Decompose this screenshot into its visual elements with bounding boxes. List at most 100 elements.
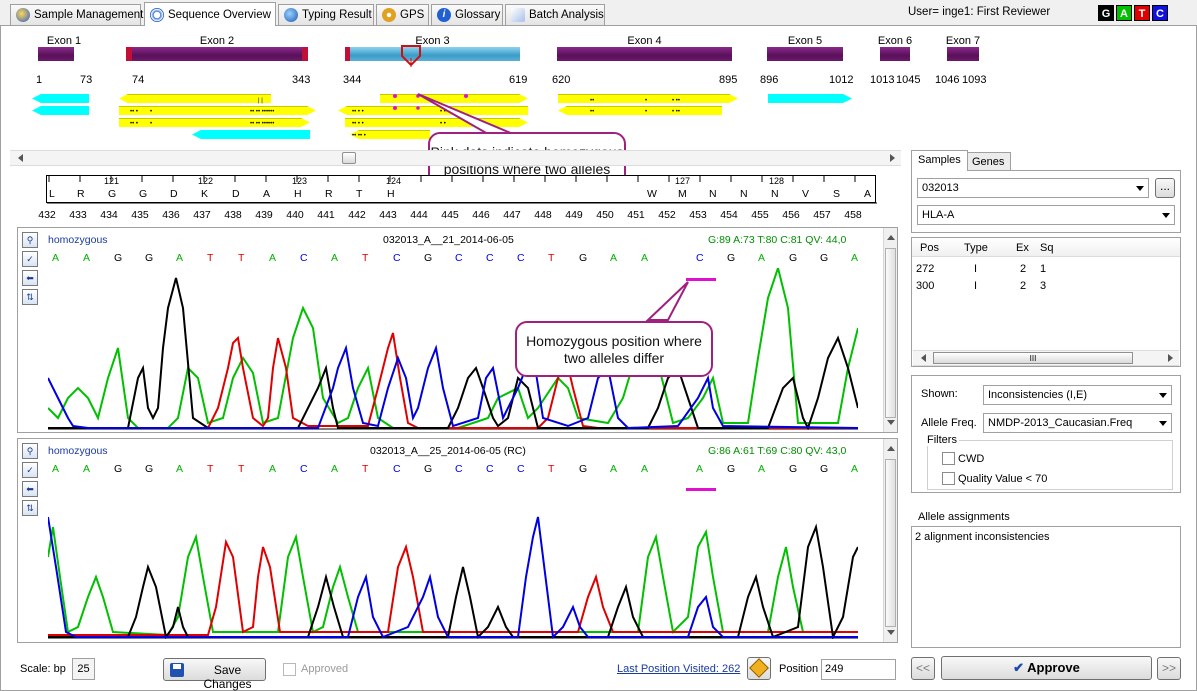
read[interactable] [380, 94, 528, 103]
position-number: 449 [565, 209, 583, 221]
scroll-thumb[interactable] [885, 459, 896, 627]
swap-icon[interactable]: ⇅ [22, 289, 38, 305]
scroll-up-icon[interactable] [887, 442, 895, 451]
exon-bar[interactable] [126, 47, 308, 61]
read[interactable] [350, 130, 430, 139]
tab-label: GPS [400, 9, 425, 21]
tab-samples[interactable]: Samples [911, 150, 968, 171]
col-ex[interactable]: Ex [1016, 242, 1029, 254]
base-call: G [424, 252, 433, 264]
back-arrow-icon[interactable]: ⬅ [22, 270, 38, 286]
allele-freq-select[interactable]: NMDP-2013_Caucasian.Freq [983, 413, 1172, 433]
swap-icon[interactable]: ⇅ [22, 500, 38, 516]
allele-freq-value: NMDP-2013_Caucasian.Freq [988, 417, 1133, 429]
goto-position-button[interactable] [747, 657, 771, 680]
read[interactable] [558, 94, 738, 103]
exon-bar-selected[interactable] [345, 47, 520, 61]
scroll-left-icon[interactable] [14, 154, 23, 162]
scroll-right-icon[interactable] [890, 154, 899, 162]
scroll-thumb[interactable] [342, 152, 356, 164]
tab-batch-analysis[interactable]: Batch Analysis [505, 4, 605, 25]
position-number: 456 [782, 209, 800, 221]
browse-button[interactable]: ... [1155, 178, 1175, 198]
sample-select[interactable]: 032013 [917, 178, 1149, 198]
cwd-checkbox[interactable] [942, 452, 955, 465]
position-number: 432 [38, 209, 56, 221]
scroll-right-icon[interactable] [1168, 354, 1177, 362]
check-icon[interactable]: ✓ [22, 462, 38, 478]
allele-assignments-box[interactable]: 2 alignment inconsistencies [911, 526, 1181, 648]
base-call: T [238, 463, 245, 475]
read[interactable] [119, 118, 310, 127]
approve-button[interactable]: ✔ Approve [941, 656, 1152, 680]
exon-bar[interactable] [947, 47, 979, 61]
batch-icon [511, 8, 525, 22]
table-hscroll[interactable]: III [913, 350, 1179, 366]
save-changes-button[interactable]: Save Changes [163, 658, 266, 691]
trace-vscroll[interactable] [883, 439, 897, 642]
read[interactable] [338, 106, 528, 115]
exon-bar[interactable] [557, 47, 732, 61]
tab-genes[interactable]: Genes [965, 152, 1012, 171]
read[interactable] [32, 106, 89, 115]
table-row[interactable]: 272 I 2 1 [912, 263, 1180, 278]
approved-checkbox[interactable] [283, 663, 296, 676]
svg-text:••: •• [590, 109, 594, 115]
gene-select[interactable]: HLA-A [917, 205, 1175, 225]
col-pos[interactable]: Pos [920, 242, 939, 254]
trace-panel-2[interactable]: ⚲ ✓ ⬅ ⇅ homozygous 032013_A__25_2014-06-… [17, 438, 898, 643]
scroll-up-icon[interactable] [887, 231, 895, 240]
assignments-text: 2 alignment inconsistencies [915, 531, 1050, 543]
exon-bar[interactable] [38, 47, 74, 61]
read[interactable] [192, 130, 310, 139]
col-type[interactable]: Type [964, 242, 988, 254]
position-input[interactable]: 249 [821, 659, 896, 680]
read[interactable] [558, 106, 722, 115]
scale-input[interactable]: 25 [72, 658, 95, 680]
read[interactable] [119, 94, 271, 103]
tab-sequence-overview[interactable]: Sequence Overview [144, 2, 276, 26]
scroll-down-icon[interactable] [887, 630, 895, 639]
exon-end: 619 [509, 74, 528, 86]
back-arrow-icon[interactable]: ⬅ [22, 481, 38, 497]
base-t: T [1134, 5, 1150, 21]
tab-typing-result[interactable]: Typing Result [278, 4, 374, 25]
read[interactable] [32, 94, 89, 103]
amino-acid: W [647, 188, 657, 200]
tab-gps[interactable]: GPS [376, 4, 429, 25]
scroll-down-icon[interactable] [887, 420, 895, 429]
col-sq[interactable]: Sq [1040, 242, 1054, 254]
base-call: G [579, 252, 588, 264]
base-call: C [517, 463, 525, 475]
read[interactable] [768, 94, 852, 103]
exon-bar[interactable] [767, 47, 843, 61]
overview-scrollbar[interactable] [10, 150, 901, 166]
shown-select[interactable]: Inconsistencies (I,E) [983, 385, 1172, 405]
scroll-left-icon[interactable] [917, 354, 926, 362]
amino-acid: G [108, 188, 117, 200]
last-position-link[interactable]: Last Position Visited: 262 [617, 663, 741, 675]
position-label: Position [779, 663, 819, 675]
scroll-thumb[interactable]: III [933, 352, 1133, 364]
quality-checkbox[interactable] [942, 472, 955, 485]
base-call: A [758, 252, 766, 264]
cell: 1 [1040, 263, 1047, 275]
zoom-icon[interactable]: ⚲ [22, 443, 38, 459]
check-icon[interactable]: ✓ [22, 251, 38, 267]
tab-glossary[interactable]: i Glossary [431, 4, 503, 25]
read[interactable] [119, 106, 316, 115]
zoom-icon[interactable]: ⚲ [22, 232, 38, 248]
trace-vscroll[interactable] [883, 228, 897, 432]
position-marker-icon[interactable] [400, 44, 422, 68]
tab-sample-management[interactable]: Sample Management [10, 4, 143, 25]
exon-end: 895 [719, 74, 738, 86]
next-button[interactable]: >> [1157, 657, 1181, 680]
goto-diamond-icon [749, 658, 769, 678]
prev-button[interactable]: << [911, 657, 935, 680]
exon-bar[interactable] [880, 47, 910, 61]
read[interactable] [345, 118, 528, 127]
scroll-thumb[interactable] [885, 248, 896, 418]
exon-end: 1093 [962, 74, 987, 86]
table-row[interactable]: 300 I 2 3 [912, 280, 1180, 295]
trace-panel-1[interactable]: ⚲ ✓ ⬅ ⇅ homozygous 032013_A__21_2014-06-… [17, 227, 898, 433]
